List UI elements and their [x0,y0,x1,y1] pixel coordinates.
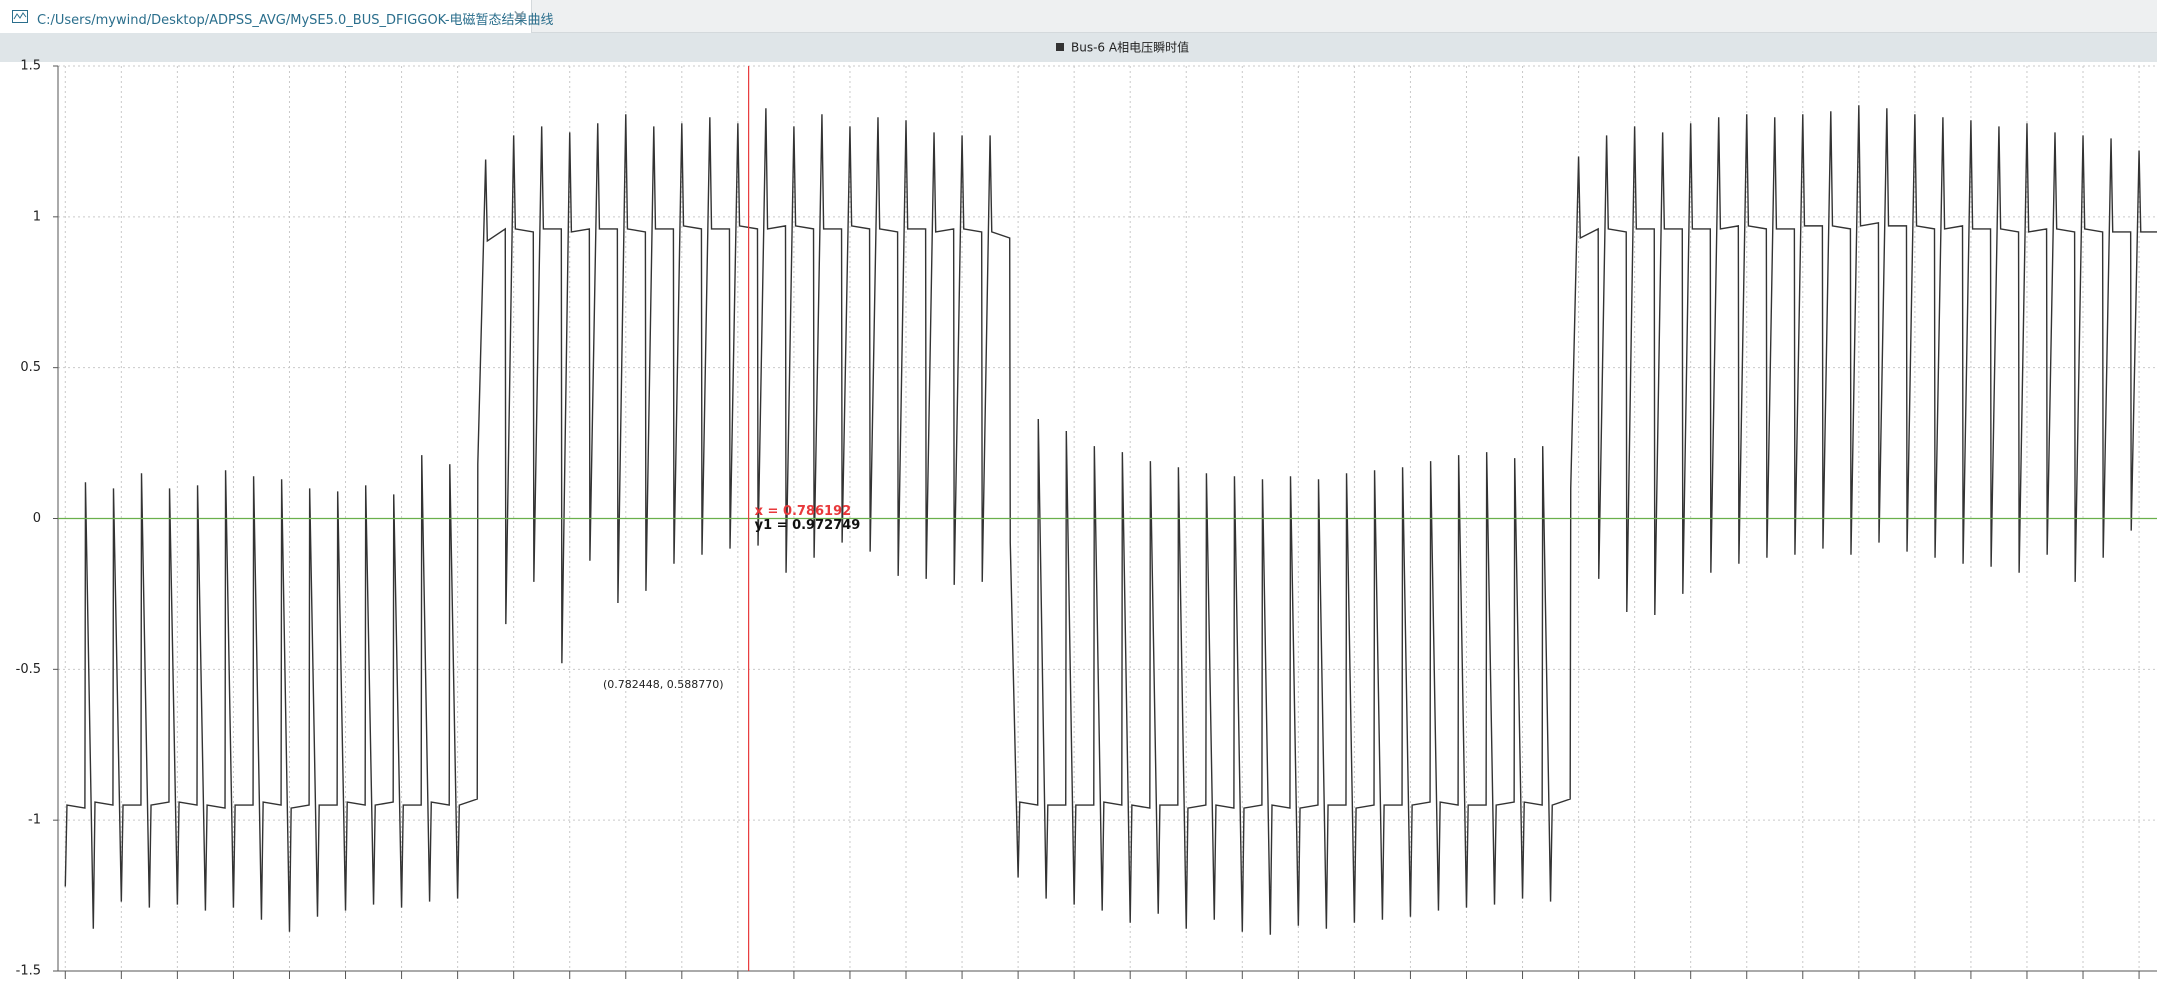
legend-swatch [1056,43,1064,51]
tab-close[interactable]: × [512,6,527,26]
tab[interactable]: C:/Users/mywind/Desktop/ADPSS_AVG/MySE5.… [0,0,554,33]
legend-strip [0,33,2157,62]
cursor-x-label: x = 0.786192 [755,504,852,519]
y-tick-label: 1.5 [20,59,41,74]
tab-icon [12,10,28,23]
cursor-readout: y1 = 0.972749 [755,518,861,533]
y-tick-label: 1 [33,209,41,224]
y-tick-label: -1.5 [16,964,41,979]
tab-title: C:/Users/mywind/Desktop/ADPSS_AVG/MySE5.… [37,13,554,28]
y-tick-label: 0 [33,511,41,526]
legend-label: Bus-6 A相电压瞬时值 [1071,40,1189,55]
coordinate-readout: (0.782448, 0.588770) [603,678,724,691]
y-tick-label: -1 [28,813,41,828]
y-tick-label: -0.5 [16,662,41,677]
tab-bar: C:/Users/mywind/Desktop/ADPSS_AVG/MySE5.… [0,0,2157,33]
y-tick-label: 0.5 [20,360,41,375]
chart: Bus-6 A相电压瞬时值 -1.5 -1 -0.5 0 0.5 1 1.5 x = 0.7… [0,33,2157,979]
series-line [64,105,2157,935]
